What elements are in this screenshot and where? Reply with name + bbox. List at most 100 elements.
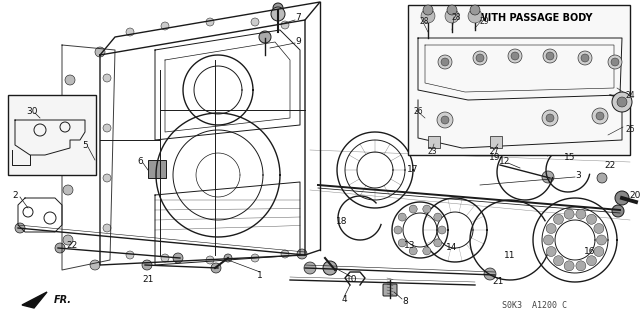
Circle shape bbox=[596, 235, 607, 245]
Circle shape bbox=[447, 5, 457, 15]
Text: 22: 22 bbox=[67, 241, 77, 249]
Circle shape bbox=[95, 47, 105, 57]
Text: 29: 29 bbox=[480, 18, 490, 26]
Text: 26: 26 bbox=[413, 108, 422, 116]
Circle shape bbox=[564, 209, 574, 219]
Circle shape bbox=[473, 51, 487, 65]
Text: 2: 2 bbox=[12, 190, 18, 199]
Text: S0K3  A1200 C: S0K3 A1200 C bbox=[502, 300, 568, 309]
Text: 21: 21 bbox=[492, 278, 504, 286]
Circle shape bbox=[281, 21, 289, 29]
Circle shape bbox=[592, 108, 608, 124]
Text: 17: 17 bbox=[407, 166, 419, 174]
Circle shape bbox=[546, 247, 556, 256]
Text: WITH PASSAGE BODY: WITH PASSAGE BODY bbox=[477, 13, 593, 23]
Circle shape bbox=[126, 251, 134, 259]
Text: 5: 5 bbox=[82, 140, 88, 150]
Circle shape bbox=[441, 58, 449, 66]
Circle shape bbox=[586, 214, 596, 224]
Text: 4: 4 bbox=[341, 295, 347, 305]
Circle shape bbox=[511, 52, 519, 60]
Text: 24: 24 bbox=[625, 91, 635, 100]
Circle shape bbox=[103, 124, 111, 132]
Circle shape bbox=[581, 54, 589, 62]
Circle shape bbox=[394, 226, 402, 234]
Text: 10: 10 bbox=[346, 276, 358, 285]
Circle shape bbox=[564, 261, 574, 271]
Circle shape bbox=[423, 205, 431, 213]
Circle shape bbox=[438, 55, 452, 69]
Text: 12: 12 bbox=[499, 158, 511, 167]
Text: 15: 15 bbox=[564, 153, 576, 162]
Text: FR.: FR. bbox=[54, 295, 72, 305]
Circle shape bbox=[468, 9, 482, 23]
Text: 25: 25 bbox=[625, 125, 635, 135]
Circle shape bbox=[211, 263, 221, 273]
Text: 27: 27 bbox=[490, 147, 500, 157]
Text: 8: 8 bbox=[402, 298, 408, 307]
Bar bbox=[8, 95, 96, 175]
Text: 16: 16 bbox=[584, 248, 596, 256]
Circle shape bbox=[543, 235, 554, 245]
Circle shape bbox=[554, 214, 563, 224]
Text: 21: 21 bbox=[142, 276, 154, 285]
Circle shape bbox=[409, 247, 417, 255]
Text: 9: 9 bbox=[295, 38, 301, 47]
Circle shape bbox=[423, 247, 431, 255]
Circle shape bbox=[173, 253, 183, 263]
Circle shape bbox=[441, 116, 449, 124]
Circle shape bbox=[434, 213, 442, 221]
FancyBboxPatch shape bbox=[383, 284, 397, 296]
Text: 7: 7 bbox=[295, 13, 301, 23]
Circle shape bbox=[271, 7, 285, 21]
Circle shape bbox=[611, 58, 619, 66]
Circle shape bbox=[126, 28, 134, 36]
Circle shape bbox=[594, 247, 604, 256]
Text: 20: 20 bbox=[629, 190, 640, 199]
Circle shape bbox=[103, 174, 111, 182]
Text: 30: 30 bbox=[26, 108, 38, 116]
Circle shape bbox=[594, 224, 604, 234]
Circle shape bbox=[597, 173, 607, 183]
Bar bbox=[490, 136, 502, 148]
Text: 19: 19 bbox=[489, 153, 500, 162]
Circle shape bbox=[323, 261, 337, 275]
Circle shape bbox=[554, 256, 563, 266]
Circle shape bbox=[596, 112, 604, 120]
Text: 13: 13 bbox=[404, 241, 416, 249]
Circle shape bbox=[273, 3, 283, 13]
Circle shape bbox=[612, 205, 624, 217]
Circle shape bbox=[103, 74, 111, 82]
Circle shape bbox=[578, 51, 592, 65]
Text: 3: 3 bbox=[575, 170, 581, 180]
Circle shape bbox=[576, 261, 586, 271]
Circle shape bbox=[543, 49, 557, 63]
Circle shape bbox=[434, 239, 442, 247]
Circle shape bbox=[445, 9, 459, 23]
Text: 28: 28 bbox=[420, 18, 429, 26]
Circle shape bbox=[608, 55, 622, 69]
Circle shape bbox=[615, 191, 629, 205]
Text: 22: 22 bbox=[604, 160, 616, 169]
Circle shape bbox=[90, 260, 100, 270]
Circle shape bbox=[281, 250, 289, 258]
Circle shape bbox=[470, 5, 480, 15]
Circle shape bbox=[103, 224, 111, 232]
Text: 11: 11 bbox=[504, 250, 516, 259]
Text: 28: 28 bbox=[452, 13, 461, 23]
Circle shape bbox=[546, 114, 554, 122]
Circle shape bbox=[484, 268, 496, 280]
Circle shape bbox=[161, 22, 169, 30]
Circle shape bbox=[63, 185, 73, 195]
Circle shape bbox=[423, 5, 433, 15]
Circle shape bbox=[251, 254, 259, 262]
Circle shape bbox=[586, 256, 596, 266]
Circle shape bbox=[398, 239, 406, 247]
Circle shape bbox=[142, 260, 152, 270]
Bar bbox=[148, 160, 166, 178]
Text: 18: 18 bbox=[336, 218, 348, 226]
Circle shape bbox=[542, 110, 558, 126]
Text: 6: 6 bbox=[137, 158, 143, 167]
Circle shape bbox=[15, 223, 25, 233]
Circle shape bbox=[259, 31, 271, 43]
